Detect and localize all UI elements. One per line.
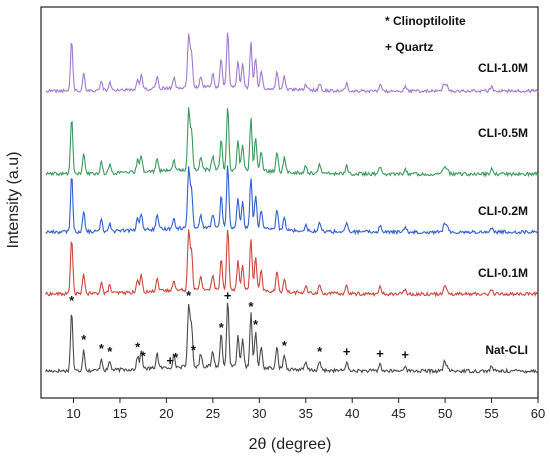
x-tick-label: 20 <box>159 406 173 421</box>
x-axis-title: 2θ (degree) <box>249 436 332 453</box>
series-label-nat-cli: Nat-CLI <box>485 343 528 357</box>
clinoptilolite-marker: * <box>248 299 254 314</box>
quartz-marker: + <box>343 344 351 359</box>
series-line-cli-1-0m <box>45 32 539 95</box>
x-tick-label: 55 <box>484 406 498 421</box>
series-label-cli-0-2m: CLI-0.2M <box>478 204 528 218</box>
series-line-cli-0-5m <box>45 107 539 178</box>
clinoptilolite-marker: * <box>186 288 192 303</box>
x-axis-ticks: 10 15 20 25 30 35 40 45 50 55 60 <box>66 398 545 421</box>
x-tick-label: 15 <box>113 406 127 421</box>
quartz-marker: + <box>401 347 409 362</box>
series-line-nat-cli <box>45 302 539 375</box>
clinoptilolite-marker: * <box>173 350 179 365</box>
series-line-cli-0-2m <box>45 165 539 236</box>
quartz-marker: + <box>224 288 232 303</box>
clinoptilolite-marker: * <box>253 317 259 332</box>
series-labels: Nat-CLI CLI-0.1M CLI-0.2M CLI-0.5M CLI-1.0M <box>478 61 528 357</box>
series-group <box>45 32 539 375</box>
series-label-cli-0-1m: CLI-0.1M <box>478 266 528 280</box>
x-tick-label: 10 <box>66 406 80 421</box>
clinoptilolite-marker: * <box>69 293 75 308</box>
peak-markers: *** * ** + ****+*** * + + + <box>69 288 409 368</box>
x-tick-label: 25 <box>206 406 220 421</box>
x-tick-label: 50 <box>438 406 452 421</box>
clinoptilolite-marker: * <box>282 338 288 353</box>
x-tick-label: 60 <box>531 406 545 421</box>
clinoptilolite-marker: * <box>219 320 225 335</box>
legend-clinoptilolite: * Clinoptilolite <box>385 14 466 28</box>
clinoptilolite-marker: * <box>135 340 141 355</box>
clinoptilolite-marker: * <box>141 349 147 364</box>
y-axis-title: Intensity (a.u) <box>5 152 22 249</box>
legend-quartz: + Quartz <box>385 40 433 54</box>
plot-frame <box>40 6 539 399</box>
clinoptilolite-marker: * <box>317 344 323 359</box>
clinoptilolite-marker: * <box>81 332 87 347</box>
x-tick-label: 30 <box>252 406 266 421</box>
x-tick-label: 35 <box>299 406 313 421</box>
clinoptilolite-marker: * <box>191 343 197 358</box>
series-label-cli-0-5m: CLI-0.5M <box>478 126 528 140</box>
quartz-marker: + <box>166 353 174 368</box>
clinoptilolite-marker: * <box>99 341 105 356</box>
series-line-cli-0-1m <box>45 229 539 298</box>
quartz-marker: + <box>376 346 384 361</box>
clinoptilolite-marker: * <box>107 344 113 359</box>
series-label-cli-1-0m: CLI-1.0M <box>478 61 528 75</box>
x-tick-label: 40 <box>345 406 359 421</box>
x-tick-label: 45 <box>391 406 405 421</box>
